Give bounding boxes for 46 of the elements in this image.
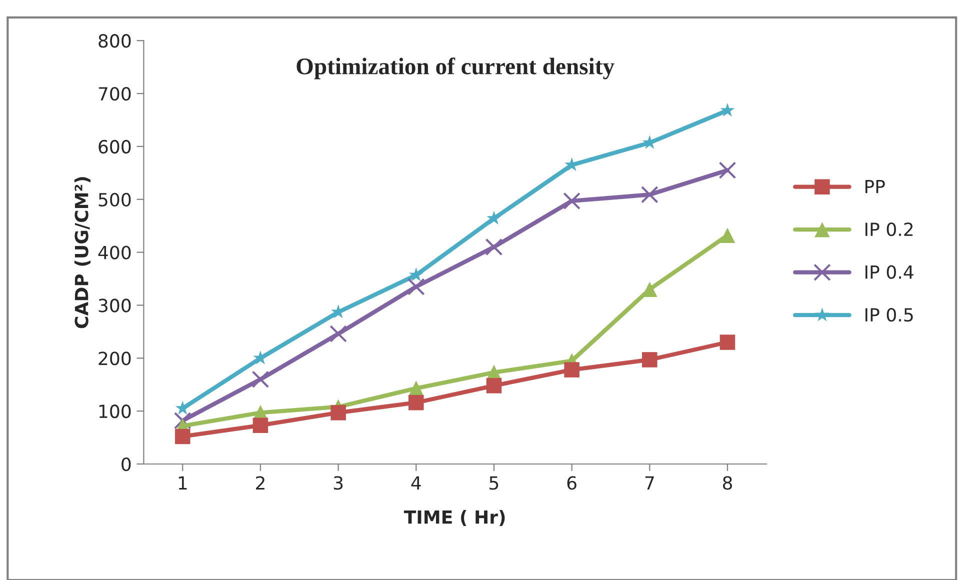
legend-label: IP 0.2 xyxy=(865,222,913,236)
x-tick-label: 5 xyxy=(490,476,498,490)
y-tick-label: 500 xyxy=(98,192,131,206)
x-tick-label: 2 xyxy=(256,476,264,490)
x-tick-label: 8 xyxy=(722,476,732,490)
legend-label: IP 0.5 xyxy=(865,308,913,322)
point xyxy=(408,394,424,410)
point xyxy=(642,352,658,368)
point xyxy=(720,102,735,117)
point xyxy=(718,162,736,179)
x-tick-label: 4 xyxy=(411,476,421,490)
point xyxy=(252,370,270,388)
point xyxy=(252,418,268,434)
point xyxy=(720,228,736,244)
x-tick-label: 6 xyxy=(567,476,576,490)
y-tick-label: 100 xyxy=(99,404,131,418)
point xyxy=(408,267,424,282)
point xyxy=(485,238,503,256)
point xyxy=(720,334,736,350)
y-tick-label: 800 xyxy=(98,34,131,48)
point xyxy=(253,350,268,364)
point xyxy=(563,192,580,210)
y-tick-label: 0 xyxy=(122,457,131,472)
y-axis-title: CADP (UG/CM²) xyxy=(74,177,90,328)
point xyxy=(640,186,658,204)
point xyxy=(174,412,192,430)
point xyxy=(174,428,190,444)
x-tick-label: 7 xyxy=(645,476,654,490)
y-tick-label: 700 xyxy=(98,86,131,101)
point xyxy=(330,325,347,342)
point xyxy=(407,278,425,296)
y-tick-label: 200 xyxy=(98,352,131,366)
y-tick-label: 300 xyxy=(98,298,131,312)
text: Optimization of current density xyxy=(296,58,614,80)
point xyxy=(564,362,580,378)
point xyxy=(486,210,502,225)
y-tick-label: 600 xyxy=(98,140,131,154)
x-tick-label: 3 xyxy=(334,476,343,490)
point xyxy=(175,400,190,415)
legend-label: PP xyxy=(865,180,885,194)
x-axis-title: TIME ( Hr) xyxy=(404,510,505,526)
legend-label: IP 0.4 xyxy=(865,265,914,279)
point xyxy=(486,378,502,394)
point xyxy=(330,405,346,420)
y-tick-label: 400 xyxy=(98,246,131,260)
x-tick-label: 1 xyxy=(178,476,187,490)
